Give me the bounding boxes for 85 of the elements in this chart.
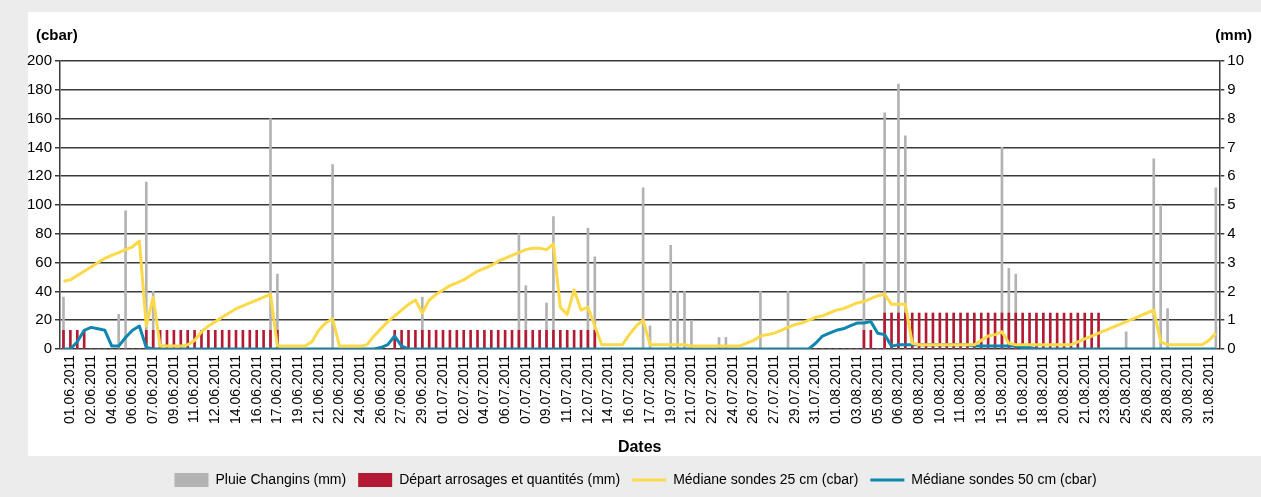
x-tick-label: 11.06.2011 bbox=[185, 354, 202, 423]
x-tick-label: 11.07.2011 bbox=[558, 354, 575, 423]
x-tick-label: 11.08.2011 bbox=[951, 354, 968, 423]
legend-label: Médiane sondes 50 cm (cbar) bbox=[911, 470, 1097, 487]
x-tick-label: 15.08.2011 bbox=[992, 354, 1009, 425]
x-tick-label: 02.07.2011 bbox=[454, 354, 471, 425]
x-tick-label: 25.08.2011 bbox=[1117, 354, 1134, 425]
x-tick-label: 26.07.2011 bbox=[744, 354, 761, 425]
x-tick-label: 08.08.2011 bbox=[910, 354, 926, 425]
x-tick-label: 20.08.2011 bbox=[1054, 354, 1071, 425]
y2-tick-label: 10 bbox=[1227, 51, 1244, 69]
x-tick-label: 05.08.2011 bbox=[868, 354, 885, 425]
x-tick-label: 27.07.2011 bbox=[765, 354, 782, 425]
x-tick-label: 07.07.2011 bbox=[516, 354, 533, 425]
y2-tick-label: 4 bbox=[1227, 223, 1236, 241]
y-tick-label: 0 bbox=[43, 339, 53, 357]
y-tick-label: 40 bbox=[35, 281, 53, 299]
x-tick-label: 24.06.2011 bbox=[351, 354, 368, 425]
x-tick-label: 27.06.2011 bbox=[392, 354, 409, 425]
y2-axis-title: (mm) bbox=[1215, 25, 1252, 43]
y-tick-label: 160 bbox=[27, 108, 53, 126]
x-tick-label: 26.06.2011 bbox=[371, 354, 388, 425]
x-tick-label: 03.08.2011 bbox=[847, 354, 864, 425]
y2-tick-label: 3 bbox=[1227, 252, 1236, 270]
y2-tick-label: 9 bbox=[1227, 79, 1236, 97]
y-tick-label: 140 bbox=[27, 137, 53, 155]
x-tick-label: 24.07.2011 bbox=[723, 354, 740, 425]
x-tick-label: 30.08.2011 bbox=[1179, 354, 1196, 425]
x-tick-label: 22.07.2011 bbox=[702, 354, 719, 425]
x-tick-label: 28.08.2011 bbox=[1158, 354, 1175, 425]
x-tick-label: 21.06.2011 bbox=[309, 354, 326, 425]
y2-tick-label: 8 bbox=[1227, 108, 1236, 126]
y2-tick-label: 6 bbox=[1227, 166, 1236, 184]
x-tick-label: 06.08.2011 bbox=[889, 354, 906, 425]
x-tick-label: 01.08.2011 bbox=[827, 354, 844, 425]
x-tick-label: 18.08.2011 bbox=[1034, 354, 1051, 425]
x-tick-label: 19.06.2011 bbox=[288, 354, 305, 425]
y-tick-label: 60 bbox=[35, 252, 53, 270]
x-tick-label: 13.08.2011 bbox=[972, 354, 989, 425]
legend-label: Médiane sondes 25 cm (cbar) bbox=[673, 470, 859, 487]
x-tick-label: 14.07.2011 bbox=[599, 354, 616, 425]
x-tick-label: 12.06.2011 bbox=[206, 354, 223, 425]
y-tick-label: 100 bbox=[27, 195, 53, 213]
x-tick-label: 21.08.2011 bbox=[1075, 354, 1092, 425]
x-tick-label: 06.06.2011 bbox=[123, 354, 140, 425]
legend-label: Départ arrosages et quantités (mm) bbox=[399, 470, 621, 487]
y-tick-label: 180 bbox=[27, 79, 53, 97]
y2-tick-label: 2 bbox=[1227, 281, 1236, 299]
x-tick-label: 01.07.2011 bbox=[433, 354, 450, 425]
x-tick-label: 06.07.2011 bbox=[495, 354, 512, 425]
x-tick-label: 09.06.2011 bbox=[164, 354, 181, 425]
x-axis-title: Dates bbox=[617, 437, 662, 455]
y2-tick-label: 7 bbox=[1227, 137, 1236, 155]
x-tick-label: 16.06.2011 bbox=[247, 354, 264, 425]
x-tick-label: 02.06.2011 bbox=[81, 354, 98, 425]
y-tick-label: 80 bbox=[35, 223, 53, 241]
y2-tick-label: 1 bbox=[1227, 310, 1236, 328]
x-tick-label: 29.06.2011 bbox=[413, 354, 430, 425]
x-tick-label: 17.06.2011 bbox=[268, 354, 285, 425]
x-tick-label: 21.07.2011 bbox=[682, 354, 699, 425]
y2-tick-label: 5 bbox=[1227, 195, 1236, 213]
x-tick-label: 09.07.2011 bbox=[537, 354, 554, 425]
x-tick-label: 01.06.2011 bbox=[61, 354, 78, 425]
x-tick-label: 26.08.2011 bbox=[1137, 354, 1154, 425]
y-tick-label: 120 bbox=[27, 166, 53, 184]
x-tick-label: 29.07.2011 bbox=[785, 354, 802, 425]
x-tick-label: 14.06.2011 bbox=[226, 354, 243, 425]
x-tick-label: 23.08.2011 bbox=[1096, 354, 1113, 425]
x-tick-label: 04.07.2011 bbox=[475, 354, 492, 425]
x-tick-label: 31.08.2011 bbox=[1199, 354, 1216, 425]
legend-label: Pluie Changins (mm) bbox=[215, 470, 347, 487]
y-axis-title: (cbar) bbox=[36, 25, 78, 43]
x-tick-label: 10.08.2011 bbox=[930, 354, 947, 425]
y-tick-label: 20 bbox=[35, 310, 53, 328]
x-tick-label: 07.06.2011 bbox=[144, 354, 161, 425]
y2-tick-label: 0 bbox=[1227, 339, 1236, 357]
x-tick-label: 19.07.2011 bbox=[661, 354, 678, 425]
x-tick-label: 16.07.2011 bbox=[620, 354, 637, 425]
x-tick-label: 17.07.2011 bbox=[640, 354, 657, 425]
x-tick-label: 16.08.2011 bbox=[1013, 354, 1030, 425]
x-tick-label: 12.07.2011 bbox=[578, 354, 595, 425]
y-tick-label: 200 bbox=[27, 51, 53, 69]
x-tick-label: 31.07.2011 bbox=[806, 354, 823, 425]
x-tick-label: 22.06.2011 bbox=[330, 354, 347, 425]
x-tick-label: 04.06.2011 bbox=[102, 354, 119, 425]
